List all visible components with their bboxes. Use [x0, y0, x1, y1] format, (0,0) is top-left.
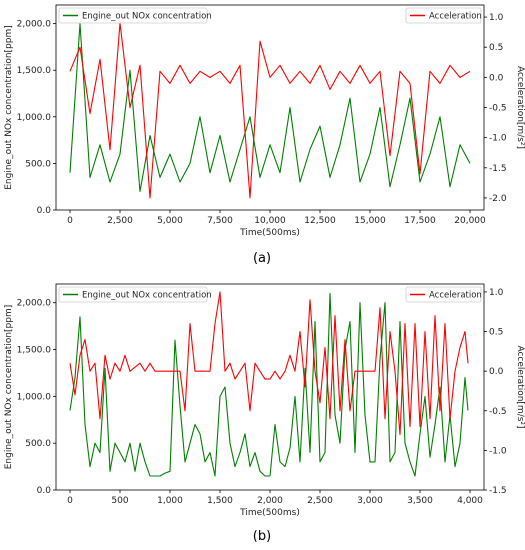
legend-label-nox: Engine_out NOx concentration: [82, 12, 212, 22]
y-left-tick-label: 1,000.0: [17, 392, 52, 402]
y-left-tick-label: 1,000.0: [17, 113, 52, 123]
series-line-nox: [69, 23, 471, 192]
y-right-tick-label: 0.0: [489, 73, 504, 83]
y-left-tick-label: 0.0: [37, 486, 52, 496]
y-left-axis-label: Engine_out NOx concentration[ppm]: [4, 305, 14, 470]
y-right-tick-label: -1.5: [489, 486, 507, 496]
legend-right: Acceleration: [405, 7, 482, 24]
legend-label-nox: Engine_out NOx concentration: [82, 291, 212, 301]
y-right-tick-label: 0.5: [489, 43, 503, 53]
series-line-acceleration: [69, 291, 469, 436]
y-right-tick-label: -1.5: [489, 164, 507, 174]
y-left-axis-label: Engine_out NOx concentration[ppm]: [4, 25, 14, 190]
x-tick-label: 10,000: [254, 216, 286, 226]
x-tick-label: 15,000: [354, 216, 386, 226]
y-left-tick-label: 500.0: [25, 159, 51, 169]
x-tick-label: 5,000: [157, 216, 183, 226]
legend-left: Engine_out NOx concentration: [58, 286, 212, 303]
chart-panel-2: 0 500 1,000 1,500 2,000 2,500 3,000 3,500 4,000 0…: [4, 283, 525, 544]
x-tick-label: 3,500: [407, 496, 433, 506]
plot-frame: [55, 283, 485, 491]
x-tick-label: 3,000: [357, 496, 383, 506]
y-right-tick-label: 0.0: [489, 367, 504, 377]
y-right-axis-label: Acceleration[m/s²]: [515, 66, 525, 149]
x-tick-label: 0: [67, 216, 73, 226]
legend-label-acceleration: Acceleration: [429, 291, 482, 301]
y-right-tick-label: -2.0: [489, 194, 507, 204]
x-tick-label: 0: [67, 496, 73, 506]
x-tick-label: 1,000: [157, 496, 183, 506]
y-right-tick-label: -0.5: [489, 407, 507, 417]
y-left-tick-label: 2,000.0: [17, 299, 52, 309]
x-tick-label: 20,000: [454, 216, 486, 226]
y-left-tick-label: 1,500.0: [17, 66, 52, 76]
series-line-nox: [69, 292, 469, 477]
y-right-tick-label: 1.0: [489, 288, 504, 298]
x-tick-label: 2,500: [307, 496, 333, 506]
y-right-tick-label: 1.0: [489, 13, 504, 23]
legend-left: Engine_out NOx concentration: [58, 7, 212, 24]
x-tick-label: 2,500: [107, 216, 133, 226]
y-right-tick-label: 0.5: [489, 328, 503, 338]
x-axis-label: Time(500ms): [239, 228, 300, 238]
chart-panel-1: 0 2,500 5,000 7,500 10,000 12,500 15,000 17,500…: [4, 4, 525, 266]
panel-caption: (b): [253, 529, 271, 544]
x-tick-label: 4,000: [457, 496, 483, 506]
y-right-tick-label: -1.0: [489, 446, 507, 456]
x-tick-label: 17,500: [404, 216, 436, 226]
series-line-acceleration: [69, 22, 471, 199]
y-left-tick-label: 1,500.0: [17, 346, 52, 356]
x-tick-label: 1,500: [207, 496, 233, 506]
y-right-tick-label: -0.5: [489, 104, 507, 114]
y-right-axis-label: Acceleration[m/s²]: [515, 345, 525, 428]
x-tick-label: 500: [111, 496, 128, 506]
legend-right: Acceleration: [405, 286, 482, 303]
y-left-tick-label: 2,000.0: [17, 20, 52, 30]
y-left-tick-label: 0.0: [37, 206, 52, 216]
x-tick-label: 2,000: [257, 496, 283, 506]
x-tick-label: 12,500: [304, 216, 336, 226]
y-right-tick-label: -1.0: [489, 134, 507, 144]
y-left-tick-label: 500.0: [25, 439, 51, 449]
x-axis-label: Time(500ms): [239, 508, 300, 518]
panel-caption: (a): [253, 251, 271, 266]
x-tick-label: 7,500: [207, 216, 233, 226]
legend-label-acceleration: Acceleration: [429, 12, 482, 22]
